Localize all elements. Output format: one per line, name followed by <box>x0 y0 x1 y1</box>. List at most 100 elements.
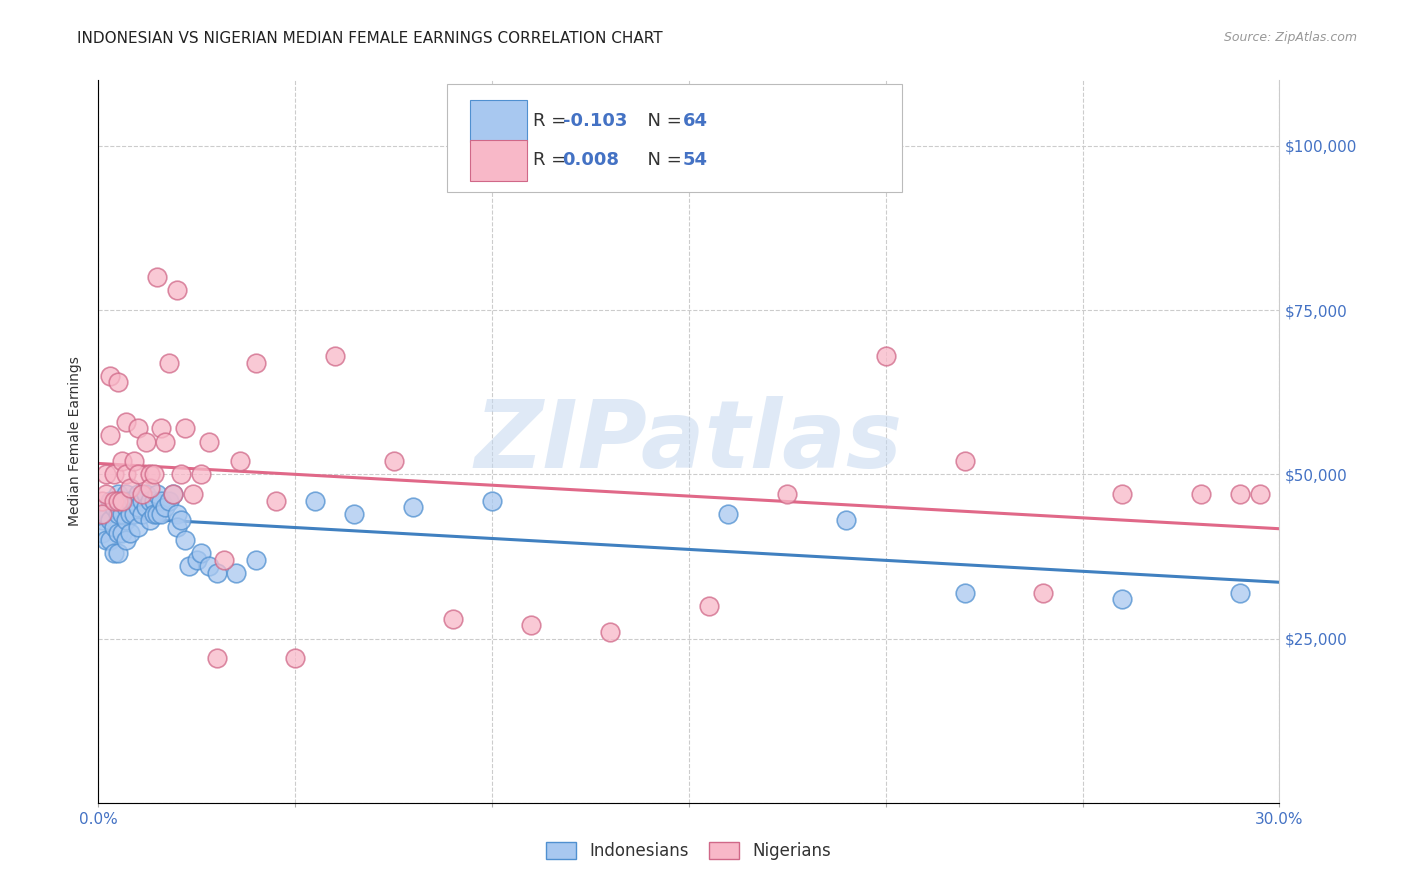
Y-axis label: Median Female Earnings: Median Female Earnings <box>69 357 83 526</box>
Point <box>107 487 129 501</box>
Point <box>146 507 169 521</box>
Point <box>150 421 173 435</box>
Point <box>343 507 366 521</box>
Text: R =: R = <box>533 112 572 129</box>
Point <box>135 487 157 501</box>
Text: ZIPatlas: ZIPatlas <box>475 395 903 488</box>
Point <box>157 493 180 508</box>
Point <box>205 566 228 580</box>
Point <box>98 513 121 527</box>
Point <box>875 349 897 363</box>
Point <box>441 612 464 626</box>
Point <box>382 454 405 468</box>
Point <box>111 493 134 508</box>
Point <box>138 493 160 508</box>
Point <box>162 487 184 501</box>
Point <box>197 434 219 449</box>
Point <box>181 487 204 501</box>
Point <box>697 599 720 613</box>
Point <box>118 526 141 541</box>
Point <box>190 546 212 560</box>
Point <box>953 585 976 599</box>
Point <box>138 481 160 495</box>
Point <box>96 467 118 482</box>
Point <box>96 533 118 547</box>
Point <box>115 533 138 547</box>
Point <box>98 533 121 547</box>
Text: N =: N = <box>636 112 688 129</box>
Point <box>127 500 149 515</box>
Point <box>1111 487 1133 501</box>
Point <box>122 454 145 468</box>
Text: N =: N = <box>636 151 688 169</box>
Point <box>170 467 193 482</box>
Point <box>166 284 188 298</box>
Point <box>115 415 138 429</box>
Point <box>1189 487 1212 501</box>
Point <box>162 487 184 501</box>
Point <box>481 493 503 508</box>
Point <box>1111 592 1133 607</box>
Point <box>150 493 173 508</box>
Point <box>103 520 125 534</box>
Point <box>190 467 212 482</box>
Text: -0.103: -0.103 <box>562 112 627 129</box>
Point <box>142 467 165 482</box>
Text: R =: R = <box>533 151 572 169</box>
Point <box>1249 487 1271 501</box>
Point <box>197 559 219 574</box>
Point <box>186 553 208 567</box>
Point <box>245 553 267 567</box>
Text: 0.008: 0.008 <box>562 151 620 169</box>
FancyBboxPatch shape <box>471 139 527 181</box>
Point <box>91 507 114 521</box>
Point <box>91 526 114 541</box>
Point <box>115 500 138 515</box>
Point <box>229 454 252 468</box>
Point <box>122 507 145 521</box>
Point <box>122 493 145 508</box>
Point <box>717 507 740 521</box>
Point <box>98 493 121 508</box>
Point <box>103 546 125 560</box>
Point <box>103 500 125 515</box>
Point <box>146 270 169 285</box>
Point <box>166 520 188 534</box>
Point <box>91 513 114 527</box>
Point <box>1229 487 1251 501</box>
Point <box>111 526 134 541</box>
Point <box>1229 585 1251 599</box>
Point <box>96 487 118 501</box>
Point <box>111 493 134 508</box>
Point <box>402 500 425 515</box>
Point <box>142 507 165 521</box>
Point <box>118 481 141 495</box>
Point <box>127 467 149 482</box>
Point <box>127 487 149 501</box>
Text: Source: ZipAtlas.com: Source: ZipAtlas.com <box>1223 31 1357 45</box>
Point <box>170 513 193 527</box>
Point <box>107 546 129 560</box>
Point <box>245 356 267 370</box>
Point <box>111 507 134 521</box>
Point <box>111 454 134 468</box>
Point <box>142 493 165 508</box>
Point <box>131 487 153 501</box>
Point <box>520 618 543 632</box>
Point <box>103 493 125 508</box>
Point <box>953 454 976 468</box>
Point <box>264 493 287 508</box>
Point <box>599 625 621 640</box>
Point <box>146 487 169 501</box>
Point <box>135 434 157 449</box>
Point <box>776 487 799 501</box>
Point <box>284 651 307 665</box>
Point <box>155 500 177 515</box>
FancyBboxPatch shape <box>471 100 527 142</box>
Point <box>177 559 200 574</box>
Point <box>138 467 160 482</box>
Point <box>323 349 346 363</box>
Point <box>205 651 228 665</box>
Point <box>107 493 129 508</box>
FancyBboxPatch shape <box>447 84 901 193</box>
